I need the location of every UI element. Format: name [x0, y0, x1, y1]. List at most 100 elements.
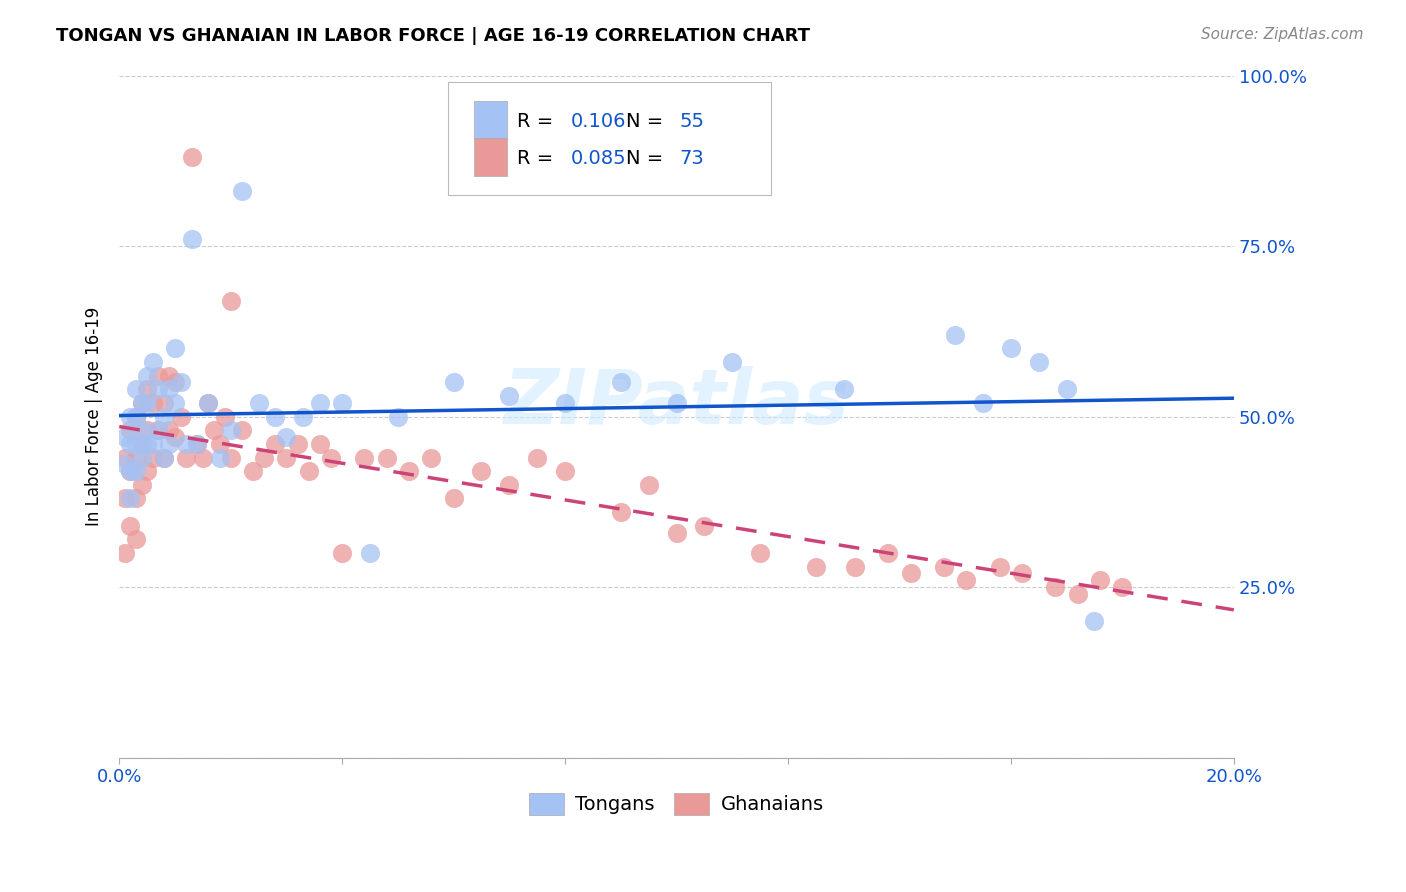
Point	[900, 566, 922, 581]
Point	[142, 450, 165, 465]
Point	[219, 450, 242, 465]
Point	[208, 437, 231, 451]
Point	[125, 491, 148, 506]
Y-axis label: In Labor Force | Age 16-19: In Labor Force | Age 16-19	[86, 307, 103, 526]
FancyBboxPatch shape	[449, 82, 772, 194]
Point	[114, 430, 136, 444]
Point	[214, 409, 236, 424]
Point	[665, 525, 688, 540]
Point	[375, 450, 398, 465]
Point	[125, 409, 148, 424]
Point	[136, 464, 159, 478]
Point	[163, 376, 186, 390]
Point	[443, 376, 465, 390]
Point	[554, 396, 576, 410]
Point	[136, 396, 159, 410]
Point	[1083, 614, 1105, 628]
Point	[163, 396, 186, 410]
Point	[988, 559, 1011, 574]
Point	[1000, 342, 1022, 356]
Point	[159, 382, 181, 396]
Point	[470, 464, 492, 478]
Point	[610, 505, 633, 519]
Point	[148, 382, 170, 396]
Point	[174, 437, 197, 451]
Point	[114, 450, 136, 465]
Point	[353, 450, 375, 465]
Point	[208, 450, 231, 465]
Point	[169, 409, 191, 424]
Point	[163, 342, 186, 356]
Text: R =: R =	[517, 112, 560, 131]
Text: 55: 55	[681, 112, 704, 131]
Point	[387, 409, 409, 424]
Text: Source: ZipAtlas.com: Source: ZipAtlas.com	[1201, 27, 1364, 42]
Point	[955, 574, 977, 588]
Point	[125, 409, 148, 424]
Point	[443, 491, 465, 506]
Point	[844, 559, 866, 574]
Point	[309, 437, 332, 451]
Point	[1111, 580, 1133, 594]
Point	[191, 450, 214, 465]
Point	[163, 430, 186, 444]
Point	[169, 376, 191, 390]
Point	[943, 327, 966, 342]
Point	[298, 464, 321, 478]
Point	[120, 464, 142, 478]
Point	[1011, 566, 1033, 581]
Point	[131, 450, 153, 465]
Point	[1088, 574, 1111, 588]
FancyBboxPatch shape	[474, 102, 508, 139]
Point	[330, 396, 353, 410]
Point	[693, 518, 716, 533]
Point	[202, 423, 225, 437]
FancyBboxPatch shape	[474, 138, 508, 176]
Point	[330, 546, 353, 560]
Point	[247, 396, 270, 410]
Point	[131, 396, 153, 410]
Point	[264, 437, 287, 451]
Point	[610, 376, 633, 390]
Text: N =: N =	[626, 112, 669, 131]
Point	[125, 382, 148, 396]
Point	[180, 232, 202, 246]
Point	[637, 477, 659, 491]
Point	[136, 368, 159, 383]
Text: N =: N =	[626, 149, 669, 169]
Point	[159, 423, 181, 437]
Point	[197, 396, 219, 410]
Point	[153, 450, 176, 465]
Point	[174, 450, 197, 465]
Point	[136, 437, 159, 451]
Point	[186, 437, 208, 451]
Point	[136, 382, 159, 396]
Point	[159, 368, 181, 383]
Text: ZIPatlas: ZIPatlas	[503, 366, 849, 440]
Point	[242, 464, 264, 478]
Point	[877, 546, 900, 560]
Point	[125, 437, 148, 451]
Point	[1028, 355, 1050, 369]
Point	[231, 423, 253, 437]
Point	[231, 185, 253, 199]
Point	[131, 477, 153, 491]
Point	[804, 559, 827, 574]
Point	[1067, 587, 1090, 601]
Text: 73: 73	[681, 149, 704, 169]
Point	[153, 450, 176, 465]
Point	[120, 464, 142, 478]
Point	[120, 423, 142, 437]
Point	[276, 430, 298, 444]
Point	[186, 437, 208, 451]
Point	[526, 450, 548, 465]
Point	[932, 559, 955, 574]
Point	[114, 491, 136, 506]
Point	[131, 396, 153, 410]
Point	[148, 423, 170, 437]
Point	[131, 423, 153, 437]
Point	[142, 396, 165, 410]
Text: TONGAN VS GHANAIAN IN LABOR FORCE | AGE 16-19 CORRELATION CHART: TONGAN VS GHANAIAN IN LABOR FORCE | AGE …	[56, 27, 810, 45]
Point	[125, 450, 148, 465]
Point	[498, 389, 520, 403]
